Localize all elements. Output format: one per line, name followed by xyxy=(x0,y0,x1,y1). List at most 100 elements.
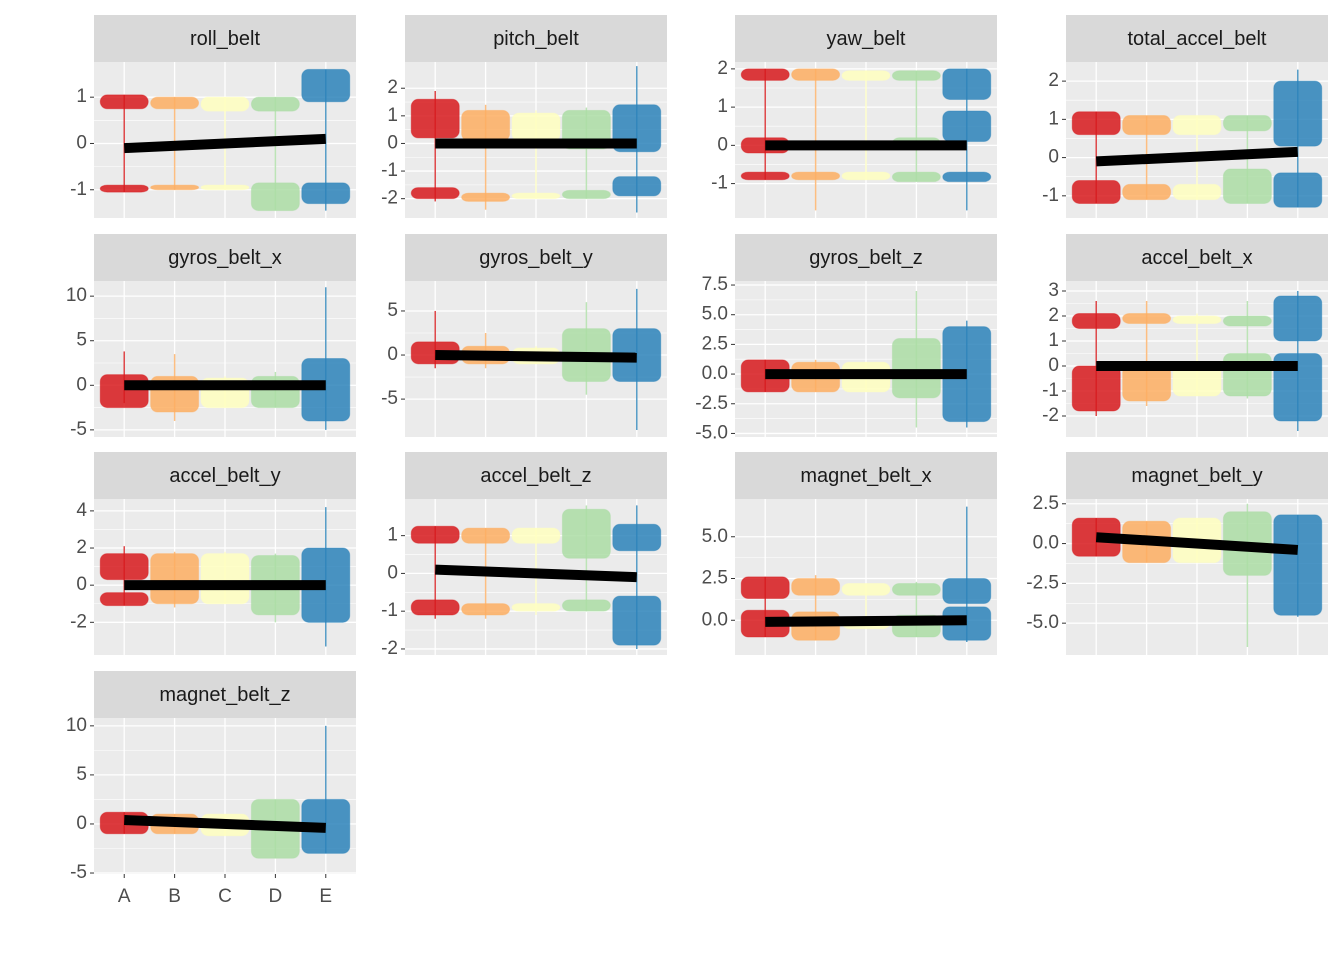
band xyxy=(942,110,992,143)
strip xyxy=(94,671,356,718)
y-tick-label: 0 xyxy=(387,344,398,365)
trend-line xyxy=(124,133,326,154)
y-tick-label: 7.5 xyxy=(702,274,728,295)
y-tick-label: 0 xyxy=(76,132,87,153)
band xyxy=(511,112,561,142)
y-tick-label: 0 xyxy=(1048,355,1059,376)
band xyxy=(942,171,992,183)
strip xyxy=(405,234,667,281)
y-tick-label: -2 xyxy=(70,611,87,632)
band xyxy=(511,527,561,544)
band xyxy=(1222,315,1272,327)
band xyxy=(1122,365,1172,402)
band xyxy=(150,553,200,605)
y-tick-label: 5.0 xyxy=(702,526,728,547)
strip xyxy=(94,234,356,281)
band xyxy=(1071,365,1121,412)
y-tick-label: 2 xyxy=(1048,70,1059,91)
strip xyxy=(735,15,997,62)
facet-title: magnet_belt_y xyxy=(1131,465,1262,487)
band xyxy=(461,192,511,202)
strip xyxy=(94,452,356,499)
band xyxy=(561,599,611,612)
band xyxy=(891,337,941,399)
band xyxy=(1273,80,1323,147)
y-tick-label: -2 xyxy=(1042,405,1059,426)
y-tick-label: 1 xyxy=(717,96,728,117)
band xyxy=(200,96,250,112)
band xyxy=(410,98,460,139)
band xyxy=(891,70,941,81)
band xyxy=(150,96,200,110)
y-tick-label: 0 xyxy=(1048,147,1059,168)
band xyxy=(511,192,561,200)
trend-line xyxy=(124,815,326,833)
trend-line xyxy=(1095,146,1299,167)
band xyxy=(99,184,149,193)
y-tick-label: 10 xyxy=(66,715,87,736)
band xyxy=(1273,172,1323,208)
band xyxy=(740,171,790,181)
facet-title: accel_belt_z xyxy=(480,465,591,487)
y-tick-label: 2.5 xyxy=(702,333,728,354)
y-tick-label: 0.0 xyxy=(702,363,728,384)
trend-line xyxy=(435,350,637,363)
band xyxy=(1172,115,1222,136)
trend-line xyxy=(1095,532,1299,555)
trend-line xyxy=(435,564,637,583)
band xyxy=(791,68,841,81)
strip xyxy=(1066,234,1328,281)
y-tick-label: -5 xyxy=(70,862,87,883)
y-tick-label: -5 xyxy=(381,388,398,409)
band xyxy=(1222,168,1272,204)
band xyxy=(99,592,149,607)
band xyxy=(942,68,992,100)
y-tick-label: 2 xyxy=(1048,305,1059,326)
band xyxy=(99,553,149,581)
y-tick-label: -5.0 xyxy=(1026,612,1059,633)
band xyxy=(1071,313,1121,329)
y-tick-label: -5.0 xyxy=(695,422,728,443)
band xyxy=(250,96,300,112)
band xyxy=(561,508,611,559)
facet-title: yaw_belt xyxy=(827,28,906,50)
y-tick-label: 2 xyxy=(76,537,87,558)
facet-title: accel_belt_x xyxy=(1141,247,1252,269)
y-tick-label: 2.5 xyxy=(1033,493,1059,514)
band xyxy=(942,578,992,605)
x-tick-label: A xyxy=(118,886,131,907)
y-tick-label: -1 xyxy=(381,600,398,621)
y-tick-label: 5 xyxy=(76,330,87,351)
y-tick-label: -5 xyxy=(70,419,87,440)
y-tick-label: 10 xyxy=(66,285,87,306)
y-tick-label: -2.5 xyxy=(695,393,728,414)
strip xyxy=(735,452,997,499)
band xyxy=(561,189,611,200)
y-tick-label: 2.5 xyxy=(702,568,728,589)
strip xyxy=(735,234,997,281)
band xyxy=(250,182,300,212)
y-tick-label: 1 xyxy=(76,86,87,107)
y-tick-label: -1 xyxy=(711,173,728,194)
band xyxy=(99,94,149,110)
y-tick-label: -2.5 xyxy=(1026,572,1059,593)
band xyxy=(841,171,891,181)
strip xyxy=(94,15,356,62)
band xyxy=(841,583,891,596)
y-tick-label: 2 xyxy=(387,77,398,98)
band xyxy=(511,603,561,612)
band xyxy=(1172,183,1222,201)
band xyxy=(301,182,351,205)
y-tick-label: 1 xyxy=(387,525,398,546)
y-tick-label: -2 xyxy=(381,188,398,209)
y-tick-label: 0 xyxy=(76,574,87,595)
facet-title: accel_belt_y xyxy=(169,465,280,487)
band xyxy=(99,374,149,409)
band xyxy=(410,599,460,616)
band xyxy=(1273,295,1323,342)
band xyxy=(1122,115,1172,136)
facet-title: gyros_belt_y xyxy=(479,247,592,269)
band xyxy=(461,109,511,142)
